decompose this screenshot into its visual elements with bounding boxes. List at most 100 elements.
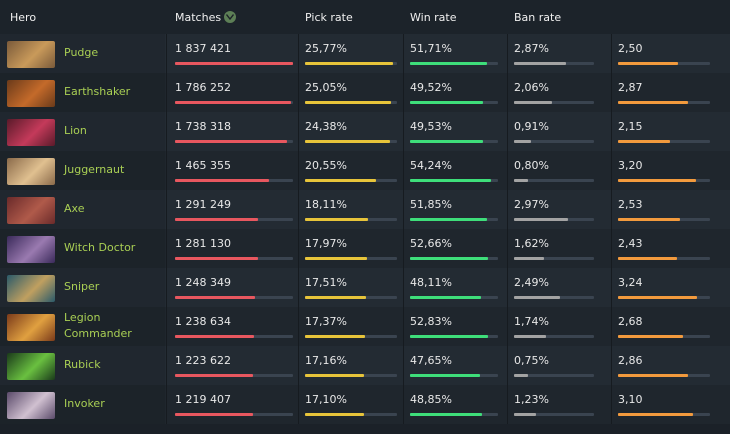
matches-value: 1 223 622 bbox=[175, 354, 231, 367]
earthshaker-portrait[interactable] bbox=[7, 80, 55, 107]
table-row[interactable]: Witch Doctor 1 281 130 17,97% 52,66% 1,62% 2,… bbox=[0, 229, 730, 268]
win-rate-bar-track bbox=[410, 101, 498, 104]
hero-cell: Axe bbox=[0, 190, 165, 229]
column-divider bbox=[298, 190, 299, 229]
ban-rate-bar-track bbox=[514, 140, 594, 143]
table-row[interactable]: Sniper 1 248 349 17,51% 48,11% 2,49% 3,24 bbox=[0, 268, 730, 307]
hero-name-link[interactable]: Legion Commander bbox=[64, 310, 132, 342]
column-divider bbox=[403, 190, 404, 229]
win-rate-cell: 52,66% bbox=[410, 237, 498, 260]
sort-desc-icon[interactable] bbox=[224, 11, 237, 23]
column-divider bbox=[611, 307, 612, 346]
table-row[interactable]: Invoker 1 219 407 17,10% 48,85% 1,23% 3,10 bbox=[0, 385, 730, 424]
pick-rate-bar-track bbox=[305, 101, 397, 104]
table-row[interactable]: Juggernaut 1 465 355 20,55% 54,24% 0,80% 3,20 bbox=[0, 151, 730, 190]
header-matches[interactable]: Matches bbox=[175, 11, 237, 24]
win-rate-cell: 54,24% bbox=[410, 159, 498, 182]
win-rate-bar-track bbox=[410, 257, 498, 260]
table-row[interactable]: Lion 1 738 318 24,38% 49,53% 0,91% 2,15 bbox=[0, 112, 730, 151]
pick-rate-value: 24,38% bbox=[305, 120, 347, 133]
ban-rate-cell: 2,87% bbox=[514, 42, 594, 65]
column-divider bbox=[507, 229, 508, 268]
lion-portrait[interactable] bbox=[7, 119, 55, 146]
column-divider bbox=[611, 385, 612, 424]
juggernaut-portrait[interactable] bbox=[7, 158, 55, 185]
rubick-portrait[interactable] bbox=[7, 353, 55, 380]
column-divider bbox=[298, 34, 299, 73]
table-row[interactable]: Axe 1 291 249 18,11% 51,85% 2,97% 2,53 bbox=[0, 190, 730, 229]
win-rate-bar-track bbox=[410, 335, 498, 338]
extra-value-bar-track bbox=[618, 257, 710, 260]
extra-value-bar-fill bbox=[618, 218, 680, 221]
column-divider bbox=[611, 151, 612, 190]
extra-value-bar-track bbox=[618, 374, 710, 377]
ban-rate-bar-fill bbox=[514, 101, 552, 104]
ban-rate-cell: 1,23% bbox=[514, 393, 594, 416]
table-row[interactable]: Earthshaker 1 786 252 25,05% 49,52% 2,06% 2,8… bbox=[0, 73, 730, 112]
extra-value-bar-fill bbox=[618, 413, 693, 416]
pick-rate-bar-track bbox=[305, 257, 397, 260]
column-divider bbox=[507, 268, 508, 307]
hero-name-link[interactable]: Pudge bbox=[64, 45, 98, 61]
header-hero[interactable]: Hero bbox=[10, 11, 37, 24]
header-win-rate[interactable]: Win rate bbox=[410, 11, 457, 24]
ban-rate-cell: 0,75% bbox=[514, 354, 594, 377]
column-divider bbox=[403, 307, 404, 346]
matches-bar-fill bbox=[175, 140, 287, 143]
hero-name-link[interactable]: Earthshaker bbox=[64, 84, 130, 100]
hero-name-line: Commander bbox=[64, 327, 132, 340]
ban-rate-cell: 1,74% bbox=[514, 315, 594, 338]
ban-rate-bar-track bbox=[514, 296, 594, 299]
extra-value-bar-track bbox=[618, 62, 710, 65]
extra-value-value: 2,50 bbox=[618, 42, 643, 55]
ban-rate-value: 1,74% bbox=[514, 315, 549, 328]
win-rate-value: 51,85% bbox=[410, 198, 452, 211]
header-ban-rate[interactable]: Ban rate bbox=[514, 11, 562, 24]
axe-portrait[interactable] bbox=[7, 197, 55, 224]
hero-name-link[interactable]: Witch Doctor bbox=[64, 240, 135, 256]
matches-bar-track bbox=[175, 179, 293, 182]
legion-commander-portrait[interactable] bbox=[7, 314, 55, 341]
ban-rate-value: 2,06% bbox=[514, 81, 549, 94]
ban-rate-cell: 0,91% bbox=[514, 120, 594, 143]
hero-name-link[interactable]: Sniper bbox=[64, 279, 99, 295]
pudge-portrait[interactable] bbox=[7, 41, 55, 68]
extra-value-bar-fill bbox=[618, 179, 696, 182]
column-divider bbox=[611, 346, 612, 385]
extra-value-value: 2,68 bbox=[618, 315, 643, 328]
column-divider bbox=[298, 112, 299, 151]
table-row[interactable]: Pudge 1 837 421 25,77% 51,71% 2,87% 2,50 bbox=[0, 34, 730, 73]
ban-rate-bar-fill bbox=[514, 140, 531, 143]
matches-bar-fill bbox=[175, 62, 293, 65]
ban-rate-value: 1,62% bbox=[514, 237, 549, 250]
hero-name-link[interactable]: Lion bbox=[64, 123, 87, 139]
witch-doctor-portrait[interactable] bbox=[7, 236, 55, 263]
ban-rate-cell: 1,62% bbox=[514, 237, 594, 260]
extra-value-value: 3,20 bbox=[618, 159, 643, 172]
win-rate-bar-track bbox=[410, 296, 498, 299]
win-rate-bar-track bbox=[410, 62, 498, 65]
win-rate-value: 52,66% bbox=[410, 237, 452, 250]
hero-name-link[interactable]: Rubick bbox=[64, 357, 101, 373]
extra-value-bar-fill bbox=[618, 140, 670, 143]
matches-cell: 1 223 622 bbox=[175, 354, 293, 377]
header-matches-label: Matches bbox=[175, 11, 222, 24]
matches-cell: 1 786 252 bbox=[175, 81, 293, 104]
invoker-portrait[interactable] bbox=[7, 392, 55, 419]
header-pick-rate[interactable]: Pick rate bbox=[305, 11, 353, 24]
matches-bar-fill bbox=[175, 413, 253, 416]
sniper-portrait[interactable] bbox=[7, 275, 55, 302]
hero-name-line: Sniper bbox=[64, 280, 100, 293]
matches-bar-track bbox=[175, 413, 293, 416]
win-rate-cell: 48,85% bbox=[410, 393, 498, 416]
table-row[interactable]: Legion Commander 1 238 634 17,37% 52,83% 1,74… bbox=[0, 307, 730, 346]
table-row[interactable]: Rubick 1 223 622 17,16% 47,65% 0,75% 2,86 bbox=[0, 346, 730, 385]
matches-cell: 1 219 407 bbox=[175, 393, 293, 416]
ban-rate-bar-track bbox=[514, 218, 594, 221]
matches-bar-track bbox=[175, 140, 293, 143]
hero-name-link[interactable]: Juggernaut bbox=[64, 162, 124, 178]
hero-name-link[interactable]: Axe bbox=[64, 201, 84, 217]
pick-rate-cell: 17,51% bbox=[305, 276, 397, 299]
hero-name-link[interactable]: Invoker bbox=[64, 396, 105, 412]
hero-table: Pudge 1 837 421 25,77% 51,71% 2,87% 2,50 Earth… bbox=[0, 34, 730, 424]
